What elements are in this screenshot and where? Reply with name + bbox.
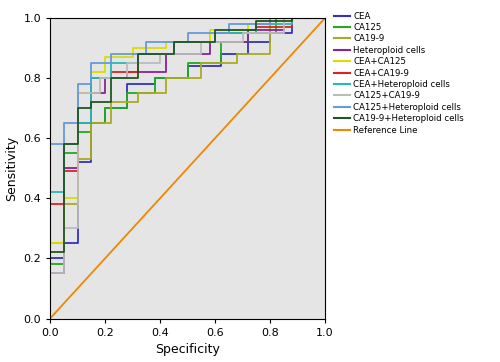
Legend: CEA, CA125, CA19-9, Heteroploid cells, CEA+CA125, CEA+CA19-9, CEA+Heteroploid ce: CEA, CA125, CA19-9, Heteroploid cells, C… [334, 12, 464, 135]
Y-axis label: Sensitivity: Sensitivity [4, 136, 18, 201]
X-axis label: Specificity: Specificity [155, 343, 220, 356]
